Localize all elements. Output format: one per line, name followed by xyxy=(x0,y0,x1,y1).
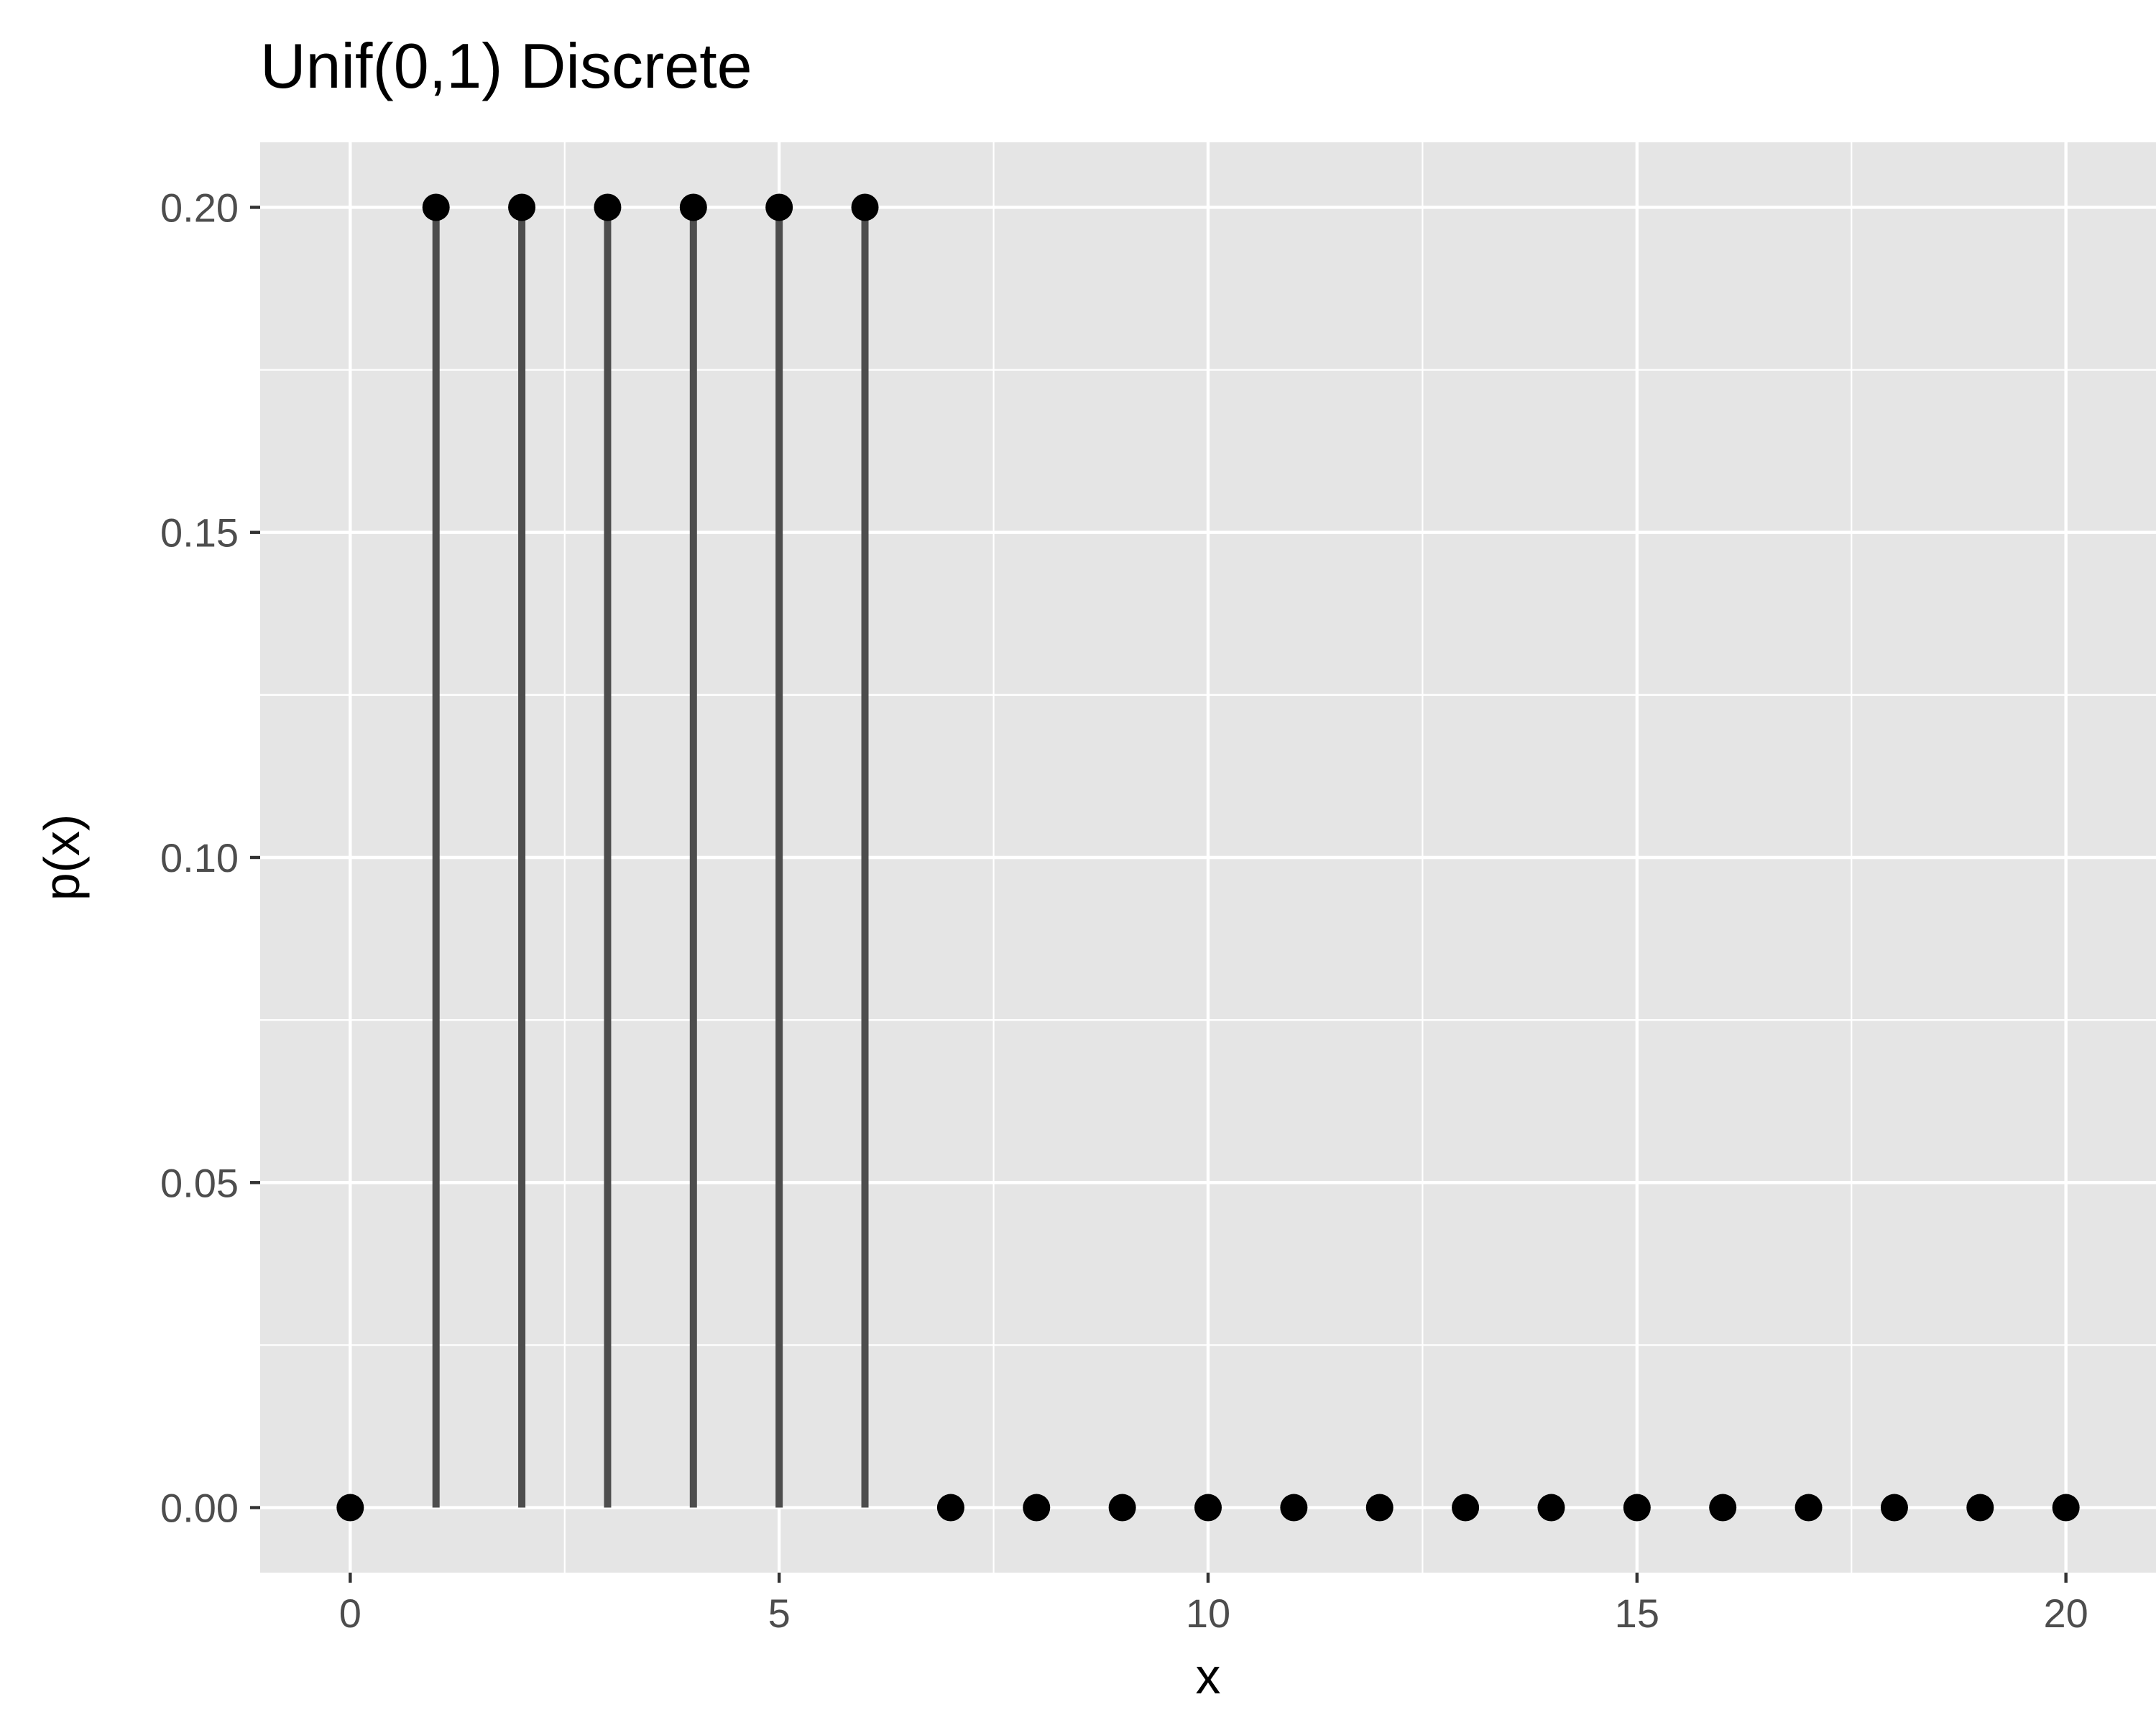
data-point xyxy=(936,1494,964,1522)
x-axis-title: x xyxy=(1196,1648,1221,1704)
data-point xyxy=(594,193,622,221)
data-points xyxy=(336,193,2080,1522)
data-point xyxy=(1108,1494,1136,1522)
y-tick-label: 0.20 xyxy=(160,185,239,230)
data-point xyxy=(2052,1494,2080,1522)
x-tick-label: 0 xyxy=(339,1591,361,1636)
data-point xyxy=(1194,1494,1222,1522)
y-tick-label: 0.10 xyxy=(160,835,239,880)
x-axis: 0 5 10 15 20 xyxy=(339,1573,2088,1636)
chart-title: Unif(0,1) Discrete xyxy=(260,30,752,101)
data-point xyxy=(1795,1494,1823,1522)
data-point xyxy=(679,193,707,221)
y-tick-label: 0.00 xyxy=(160,1486,239,1531)
y-tick-label: 0.15 xyxy=(160,510,239,556)
data-point xyxy=(1280,1494,1308,1522)
data-point xyxy=(851,193,879,221)
data-point xyxy=(1880,1494,1908,1522)
data-point xyxy=(1537,1494,1565,1522)
y-tick-label: 0.05 xyxy=(160,1160,239,1205)
data-point xyxy=(508,193,536,221)
data-point xyxy=(765,193,793,221)
data-point xyxy=(1023,1494,1051,1522)
data-point xyxy=(1365,1494,1393,1522)
x-tick-label: 20 xyxy=(2044,1591,2088,1636)
y-axis-title: p(x) xyxy=(34,814,90,901)
data-point xyxy=(422,193,450,221)
data-point xyxy=(1966,1494,1994,1522)
y-axis: 0.00 0.05 0.10 0.15 0.20 xyxy=(160,185,260,1531)
data-point xyxy=(1452,1494,1480,1522)
data-point xyxy=(1709,1494,1737,1522)
data-point xyxy=(336,1494,364,1522)
x-tick-label: 10 xyxy=(1186,1591,1230,1636)
grid-lines xyxy=(260,142,2156,1573)
segments xyxy=(432,207,869,1508)
x-tick-label: 5 xyxy=(768,1591,791,1636)
data-point xyxy=(1623,1494,1651,1522)
x-tick-label: 15 xyxy=(1615,1591,1659,1636)
